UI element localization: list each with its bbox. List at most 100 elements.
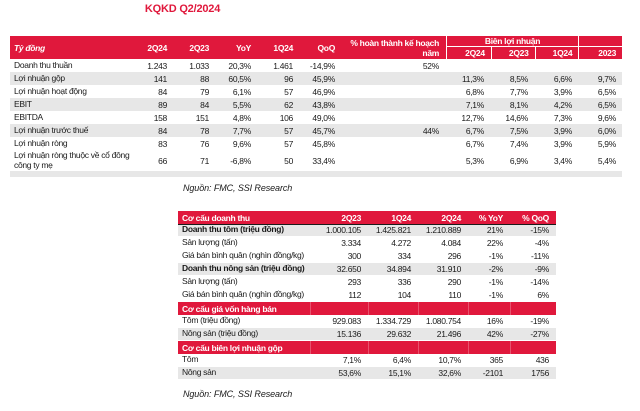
- value-cell: 46,9%: [312, 86, 335, 97]
- row-label: Tôm (triệu đồng): [182, 315, 241, 326]
- value-cell: -1%: [488, 290, 504, 300]
- table1-bottom-strip: [10, 171, 622, 177]
- row-label: EBITDA: [14, 111, 43, 122]
- value-cell: 42%: [486, 329, 503, 339]
- value-cell: -6,8%: [230, 155, 251, 166]
- margin-cell: 8,1%: [509, 99, 528, 110]
- row-label: EBIT: [14, 98, 32, 109]
- row-label: Nông sản: [182, 367, 216, 378]
- row-label: Sản lượng (tấn): [182, 276, 238, 287]
- value-cell: 76: [200, 138, 209, 149]
- row-label: Sản lượng (tấn): [182, 237, 238, 248]
- plan-header-line2: năm: [422, 47, 439, 58]
- value-cell: 84: [200, 99, 209, 110]
- value-cell: 112: [348, 290, 361, 300]
- value-cell: -2101: [482, 368, 504, 378]
- value-cell: 296: [447, 251, 462, 261]
- value-cell: 45,8%: [312, 138, 335, 149]
- value-cell: 21%: [486, 225, 503, 235]
- row-label: Lợi nhuận hoạt động: [14, 85, 87, 96]
- value-cell: 7,7%: [232, 125, 251, 136]
- margin-cell: 6,7%: [465, 125, 484, 136]
- margin-cell: 6,9%: [509, 155, 528, 166]
- row-label: Doanh thu nông sản (triệu đồng): [182, 263, 305, 274]
- row-label: Lợi nhuận ròng: [14, 137, 68, 148]
- value-cell: 300: [347, 251, 362, 261]
- revenue-breakdown-table: Cơ cấu doanh thu 2Q23 1Q24 2Q24% YoY% QoQ Do…: [178, 211, 556, 380]
- table2-col-header: 2Q24: [441, 212, 461, 223]
- value-cell: 15,1%: [388, 368, 411, 378]
- value-cell: 20,3%: [228, 60, 251, 71]
- plan-completion-cell: 44%: [422, 125, 439, 136]
- value-cell: 15.136: [336, 329, 362, 339]
- value-cell: 1.461: [273, 60, 293, 71]
- margin-cell: 6,8%: [465, 86, 484, 97]
- value-cell: 6,4%: [392, 355, 411, 365]
- margin-group-header-row: Biên lợi nhuận: [447, 36, 622, 47]
- source-note: Nguồn: FMC, SSI Research: [183, 389, 293, 399]
- value-cell: 49,0%: [312, 112, 335, 123]
- margin-cell: 12,7%: [461, 112, 484, 123]
- margin-cell: 5,4%: [597, 155, 616, 166]
- row-label: Lợi nhuận trước thuế: [14, 124, 89, 135]
- table1-margin-group: Biên lợi nhuận 2Q24 2Q23 1Q24 2023: [446, 36, 622, 59]
- row-label: Lợi nhuận ròng thuộc về cổ đông công ty …: [14, 150, 130, 170]
- table2-section-header: Cơ cấu doanh thu 2Q23 1Q24 2Q24 % YoY % QoQ: [178, 211, 556, 224]
- value-cell: 6,1%: [232, 86, 251, 97]
- table2-row: Doanh thu nông sản (triệu đồng) 32.650 34.…: [178, 263, 556, 276]
- margin-cell: 5,9%: [597, 138, 616, 149]
- margin-cell: 6,0%: [597, 125, 616, 136]
- row-label: Doanh thu thuần: [14, 59, 73, 70]
- margin-cell: 11,3%: [462, 73, 484, 84]
- income-statement-table: Tỷ đồng 2Q24 2Q23 YoY 1Q24 QoQ % hoàn th…: [10, 36, 622, 177]
- table1-row: Lợi nhuận trước thuế 84 78 7,7% 57 45,7% 44% 6,…: [10, 124, 622, 137]
- value-cell: -9%: [534, 264, 550, 274]
- plan-completion-cell: [342, 137, 446, 150]
- table2-col-header: 1Q24: [391, 212, 411, 223]
- header-empty-cell: [310, 341, 368, 354]
- value-cell: 57: [284, 125, 293, 136]
- value-cell: -11%: [530, 251, 549, 261]
- table1-row: EBIT 89 84 5,5% 62 43,8% 7,1% 8,1% 4,2% 6,5%: [10, 98, 622, 111]
- row-label: Tôm: [182, 354, 199, 365]
- plan-completion-cell: [342, 111, 446, 124]
- value-cell: 78: [200, 125, 209, 136]
- margin-cell: 7,3%: [553, 112, 572, 123]
- value-cell: 1.334.729: [375, 316, 411, 326]
- value-cell: 7,1%: [342, 355, 361, 365]
- value-cell: 1.210.889: [425, 225, 461, 235]
- header-empty-cell: [310, 302, 368, 315]
- value-cell: -14%: [530, 277, 549, 287]
- table1-col-2q23: 2Q23: [189, 42, 209, 53]
- row-label: Giá bán bình quân (nghìn đồng/kg): [182, 250, 304, 261]
- value-cell: 45,7%: [312, 125, 335, 136]
- header-empty-cell: [468, 341, 510, 354]
- table2-col-header: 2Q23: [341, 212, 361, 223]
- value-cell: 1.425.821: [375, 225, 411, 235]
- value-cell: 32.650: [336, 264, 362, 274]
- table2-row: Giá bán bình quân (nghìn đồng/kg) 112 104 1…: [178, 289, 556, 302]
- margin-cell: 4,2%: [553, 99, 572, 110]
- value-cell: 1.033: [189, 60, 209, 71]
- margin-cell: [446, 59, 490, 72]
- plan-completion-cell: [342, 85, 446, 98]
- plan-header-line1: % hoàn thành kế hoạch: [350, 37, 439, 48]
- margin-cell: 3,9%: [553, 86, 572, 97]
- margin-cell: 9,6%: [597, 112, 616, 123]
- value-cell: 1.243: [147, 60, 167, 71]
- margin-cell: [490, 59, 534, 72]
- source-note: Nguồn: FMC, SSI Research: [183, 183, 293, 193]
- plan-completion-cell: [342, 72, 446, 85]
- row-label: Doanh thu tôm (triệu đồng): [182, 224, 284, 235]
- value-cell: 4,8%: [232, 112, 251, 123]
- header-empty-cell: [368, 302, 418, 315]
- header-empty-cell: [418, 302, 468, 315]
- margin-cell: 7,4%: [509, 138, 528, 149]
- value-cell: 4.272: [391, 238, 411, 248]
- margin-group-empty-cell: [578, 36, 622, 46]
- table2-row: Tôm 7,1% 6,4% 10,7% 365 436: [178, 354, 556, 367]
- table1-row: Doanh thu thuần 1.243 1.033 20,3% 1.461 -14,9…: [10, 59, 622, 72]
- value-cell: -4%: [534, 238, 550, 248]
- value-cell: 1.000.105: [325, 225, 361, 235]
